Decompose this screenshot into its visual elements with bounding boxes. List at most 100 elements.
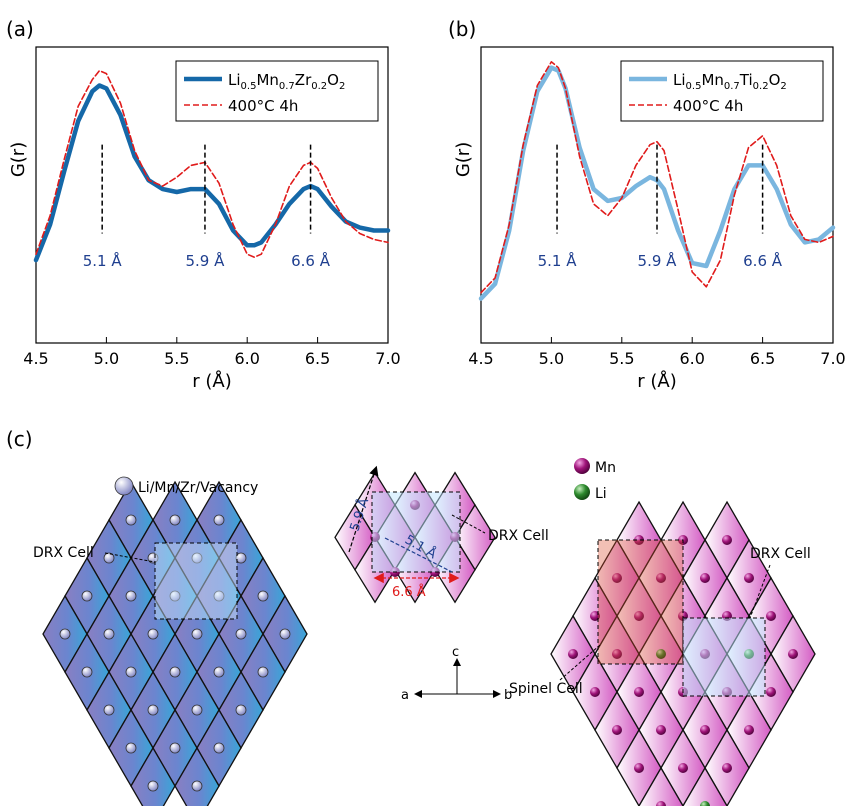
vacancy-atom xyxy=(103,704,115,716)
left-legend-label: Li/Mn/Zr/Vacancy xyxy=(138,480,258,496)
axis-b-label: b xyxy=(504,688,512,703)
vacancy-atom xyxy=(257,590,269,602)
mn-atom xyxy=(656,573,666,583)
left-lattice xyxy=(42,480,308,806)
dim-5-9-arrow xyxy=(348,465,379,553)
left-drx-label: DRX Cell xyxy=(33,545,94,561)
right-drx-cell-box xyxy=(682,617,766,697)
right-spinel-label: Spinel Cell xyxy=(509,681,583,697)
peak-marker-label: 6.6 Å xyxy=(743,251,783,270)
vacancy-atom xyxy=(125,514,137,526)
axis-c-label: c xyxy=(452,645,459,660)
right-spinel-pointer xyxy=(559,644,601,681)
x-axis-label: r (Å) xyxy=(192,370,231,392)
mn-atom xyxy=(634,535,644,545)
middle-drx-label: DRX Cell xyxy=(488,528,549,544)
mn-atom xyxy=(788,649,798,659)
vacancy-atom xyxy=(213,666,225,678)
vacancy-atom xyxy=(125,590,137,602)
mn-atom xyxy=(744,725,754,735)
vacancy-atom xyxy=(235,704,247,716)
axes-indicator: c a b xyxy=(401,645,512,703)
vacancy-atom xyxy=(147,628,159,640)
mn-atom xyxy=(568,649,578,659)
lattice-cell xyxy=(130,746,176,806)
vacancy-atom xyxy=(125,742,137,754)
lattice-diagram: Li/Mn/Zr/Vacancy DRX Cell DRX Cell 5.9 Å… xyxy=(33,458,816,806)
x-tick-label: 5.0 xyxy=(539,349,564,368)
vacancy-atom xyxy=(147,704,159,716)
vacancy-atom xyxy=(191,704,203,716)
vacancy-atom xyxy=(191,780,203,792)
mn-atom xyxy=(766,611,776,621)
plot-frame xyxy=(480,46,834,344)
vacancy-atom xyxy=(59,628,71,640)
peak-marker-label: 5.9 Å xyxy=(186,251,226,270)
x-tick-label: 4.5 xyxy=(468,349,493,368)
series-line-1 xyxy=(480,60,834,294)
mn-atom xyxy=(612,649,622,659)
vacancy-atom xyxy=(279,628,291,640)
x-tick-label: 5.5 xyxy=(164,349,189,368)
vacancy-atom xyxy=(213,514,225,526)
x-tick-label: 7.0 xyxy=(820,349,845,368)
vacancy-atom xyxy=(191,628,203,640)
series-line-0 xyxy=(478,65,836,301)
axis-a-label: a xyxy=(401,688,409,703)
series-line-1 xyxy=(35,69,389,259)
middle-lattice xyxy=(334,471,496,604)
y-axis-label: G(r) xyxy=(453,142,474,177)
mn-atom xyxy=(722,763,732,773)
vacancy-atom xyxy=(169,590,181,602)
left-drx-cell-box xyxy=(154,542,238,620)
middle-drx-pointer xyxy=(451,514,486,534)
mn-atom xyxy=(700,725,710,735)
mn-atom xyxy=(700,573,710,583)
mn-atom xyxy=(744,573,754,583)
panel-label-a: (a) xyxy=(6,17,34,41)
panel-label-b: (b) xyxy=(448,17,476,41)
vacancy-atom xyxy=(81,590,93,602)
legend-mn-label: Mn xyxy=(595,460,616,476)
vacancy-atom xyxy=(125,666,137,678)
middle-drx-cell-box xyxy=(371,491,461,573)
legend-li-label: Li xyxy=(595,486,607,502)
x-tick-label: 6.5 xyxy=(305,349,330,368)
x-tick-label: 7.0 xyxy=(375,349,400,368)
mn-atom xyxy=(656,725,666,735)
vacancy-atom xyxy=(103,552,115,564)
legend-box xyxy=(175,60,379,122)
right-lattice xyxy=(550,500,816,806)
legend-label-sample: Li0.5Mn0.7Ti0.2O2 xyxy=(673,71,787,92)
x-tick-label: 4.5 xyxy=(23,349,48,368)
vacancy-atom xyxy=(147,780,159,792)
legend-label-sample: Li0.5Mn0.7Zr0.2O2 xyxy=(228,71,345,92)
right-drx-pointer xyxy=(749,564,771,619)
mn-atom xyxy=(656,801,666,806)
dim-6-6-label: 6.6 Å xyxy=(392,584,426,600)
lattice-cell xyxy=(682,766,728,806)
vacancy-atom xyxy=(81,666,93,678)
plot-frame xyxy=(35,46,389,344)
vacancy-atom xyxy=(169,666,181,678)
legend-label-anneal: 400°C 4h xyxy=(228,97,298,115)
li-atom-icon xyxy=(574,484,590,500)
vacancy-atom xyxy=(191,552,203,564)
right-drx-label: DRX Cell xyxy=(750,546,811,562)
vacancy-atom xyxy=(235,628,247,640)
vacancy-atom xyxy=(235,552,247,564)
vacancy-atom xyxy=(103,628,115,640)
li-atom xyxy=(656,649,666,659)
y-axis-label: G(r) xyxy=(8,142,29,177)
x-tick-label: 6.5 xyxy=(750,349,775,368)
vacancy-atom xyxy=(169,514,181,526)
x-tick-label: 5.0 xyxy=(94,349,119,368)
chart-a: 4.5 5.0 5.5 6.0 6.5 7.0 r (Å) G(r) 5.1 Å 5.9 Å 6.6… xyxy=(8,46,401,392)
peak-marker-label: 5.1 Å xyxy=(538,251,578,270)
mn-atom xyxy=(590,687,600,697)
x-tick-label: 6.0 xyxy=(234,349,259,368)
lattice-cell xyxy=(638,766,684,806)
legend-box xyxy=(620,60,824,122)
spinel-cell-box xyxy=(597,539,684,665)
